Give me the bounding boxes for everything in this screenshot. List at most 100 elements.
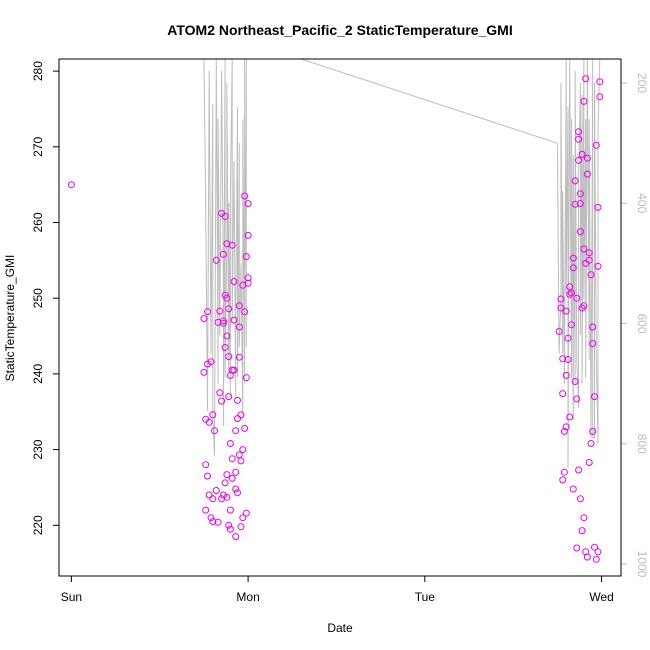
data-point [575,156,583,164]
data-point [573,294,581,302]
data-point [219,250,227,258]
data-point [235,451,243,459]
data-point [223,294,231,302]
data-point [235,302,243,310]
data-point [596,78,604,86]
points-layer [67,75,604,563]
x-tick-label: Tue [415,590,436,604]
data-point [575,466,583,474]
data-point [560,427,568,435]
y-tick-label: 270 [31,136,45,156]
data-point [564,334,572,342]
y2-tick-label: 800 [635,434,649,454]
data-point [575,135,583,143]
data-point [204,308,211,316]
data-point [244,274,252,282]
data-point [235,323,243,331]
data-point [225,353,233,360]
x-tick-label: Wed [589,590,613,604]
data-point [583,553,591,561]
y-tick-label: 250 [31,288,45,308]
y-tick-label: 240 [31,364,45,384]
data-point [242,253,250,261]
data-point [569,485,577,493]
data-point [559,390,567,398]
data-point [578,150,586,158]
data-point [571,177,579,185]
x-tick-label: Mon [236,590,259,604]
plot-frame [58,58,622,577]
data-point [583,154,591,162]
data-point [226,440,234,447]
data-point [585,249,593,257]
data-point [244,231,252,239]
data-point [230,366,238,374]
data-point [226,525,234,533]
data-point [578,527,586,535]
data-point [212,256,220,264]
data-point [592,141,600,149]
y2-tick-label: 600 [635,313,649,333]
data-point [221,479,229,487]
data-point [204,472,211,480]
data-point [239,514,247,522]
data-point [225,305,233,313]
data-point [594,262,602,270]
data-point [557,304,565,312]
data-point [214,518,222,526]
x-tick-label: Sun [61,590,82,604]
chart-title: ATOM2 Northeast_Pacific_2 StaticTemperat… [167,22,512,38]
data-point [234,396,241,404]
data-point [559,476,567,484]
data-point [207,514,215,522]
data-point [566,283,574,291]
data-point [216,389,224,397]
data-point [568,321,575,329]
data-point [589,323,597,331]
data-point [230,316,238,324]
axes-layer: Sun Mon Tue Wed 220 230 240 250 260 270 280 200 400 6… [31,61,649,604]
y-tick-label: 220 [31,515,45,535]
data-point [573,395,581,403]
data-point [568,289,575,297]
data-point [244,200,252,208]
data-point [223,471,231,479]
data-point [234,415,241,423]
data-point [223,332,231,340]
data-point [596,93,604,101]
data-point [583,170,591,178]
data-point [569,254,577,262]
data-point [218,495,226,503]
y-tick-label: 280 [31,61,45,81]
data-point [555,328,563,335]
data-point [587,271,595,279]
y-tick-label: 260 [31,212,45,232]
data-point [218,397,226,405]
data-point [562,371,570,379]
data-point [560,468,568,476]
data-point [564,356,572,363]
data-point [202,506,210,514]
data-point [587,440,595,447]
data-point [205,418,213,426]
data-point [204,360,211,368]
data-point [219,491,227,499]
data-point [239,281,247,289]
data-point [209,495,217,503]
data-point [239,446,247,454]
data-point [237,523,245,531]
data-point [230,278,238,285]
data-point [585,256,593,264]
data-point [235,353,243,361]
data-point [209,518,217,525]
data-point [221,343,229,351]
data-point [200,368,208,376]
data-point [576,228,584,236]
y2-tick-label: 1000 [635,551,649,578]
data-point [67,181,75,189]
data-point [211,427,218,435]
data-point [578,304,586,312]
data-point [559,355,567,363]
data-point [591,543,598,551]
